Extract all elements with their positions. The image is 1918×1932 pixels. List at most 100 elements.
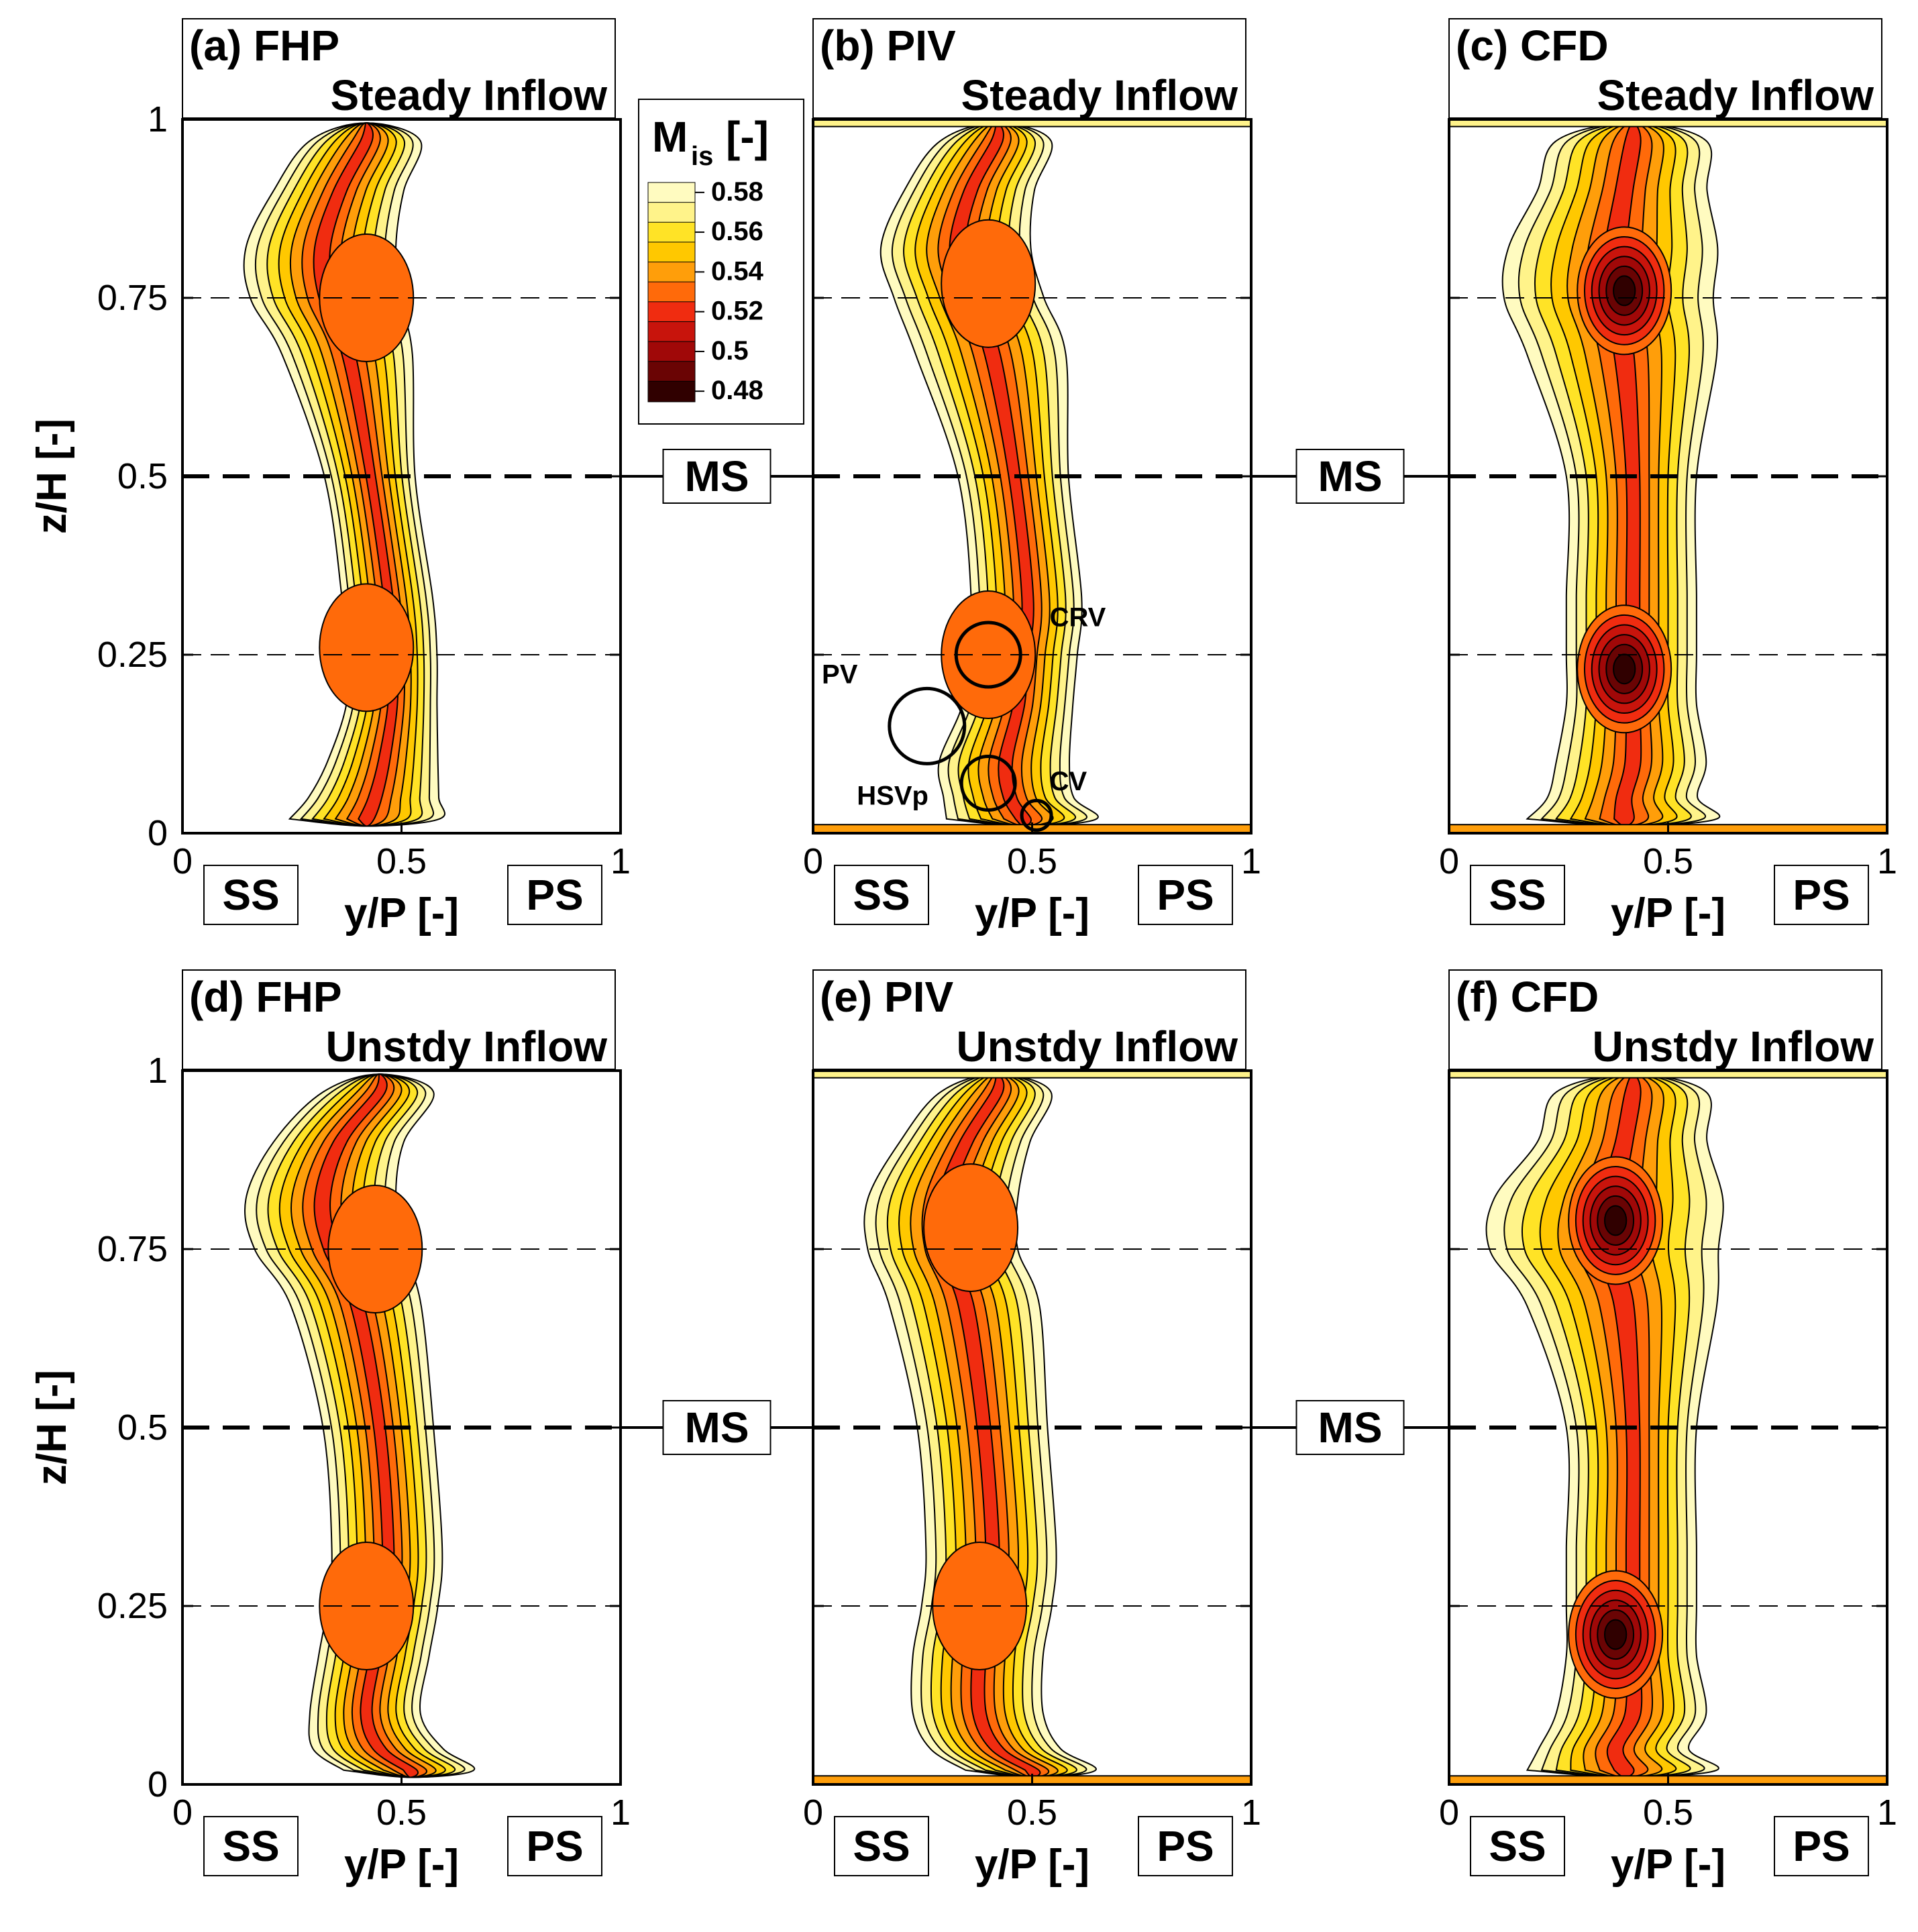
vortex-label-2: HSVp [857,781,928,810]
y-tick-label: 0.25 [97,635,168,675]
ss-box [834,865,929,925]
plot-area [182,1071,621,1784]
x-tick-label: 0 [1439,841,1459,881]
vortex-core-1 [923,1163,1019,1293]
vortex-label-3: CV [1050,767,1087,796]
panel-title-line2: Steady Inflow [961,71,1238,119]
panel-title-line1: (d) FHP [189,973,342,1021]
x-tick-label: 1 [610,1792,631,1833]
panel-title-line1: (a) FHP [189,21,339,70]
plot-area [813,119,1251,833]
panel-title-line2: Unstdy Inflow [1592,1022,1874,1071]
panel-d: 0 0.5 1 0 0.25 0.5 0.75 1 y/P [-] SS PS z/H [-] (d) … [29,969,631,1888]
ss-label: SS [853,1822,910,1870]
vortex-label-0: CRV [1050,602,1106,632]
ms-box [662,449,771,504]
vortex-annotations: CRV PV HSVp CV [822,602,1106,832]
panel-title-box [812,969,1246,1070]
vortex-circle-3 [1020,798,1053,832]
panel-title-box [182,18,616,119]
ps-label: PS [1793,871,1850,919]
ms-box [662,1400,771,1455]
core-contour-5 [941,219,1036,348]
core-contour-10 [1603,1619,1628,1650]
x-tick-label: 0 [1439,1792,1459,1833]
colorbar-swatch-5 [647,281,696,303]
y-tick-label: 1 [148,1051,168,1091]
tip-boundary-layer [1449,119,1887,127]
colorbar-label-2: 0.54 [711,256,764,286]
ps-label: PS [1157,1822,1214,1870]
y-tick-label: 0 [148,1764,168,1805]
ps-box [1774,1816,1869,1876]
panel-a: 0 0.5 1 0 0.25 0.5 0.75 1 y/P [-] SS PS z/H [-] (a) … [29,18,631,936]
ps-label: PS [1793,1822,1850,1870]
ms-label: MS [1318,1403,1383,1452]
panel-title-line1: (c) CFD [1456,21,1609,70]
tip-boundary-layer [813,1071,1251,1079]
ps-box [1138,1816,1233,1876]
x-tick-label: 0 [803,841,823,881]
vortex-circle-1 [888,686,967,765]
x-tick-label: 0 [172,841,193,881]
colorbar-label-1: 0.56 [711,217,763,246]
colorbar-swatch-7 [647,321,696,343]
vortex-core-2 [941,219,1036,348]
vortex-circle-0 [954,621,1022,689]
panel-title-line2: Steady Inflow [1597,71,1874,119]
colorbar-swatch-1 [647,202,696,223]
vortex-core-1 [1568,1156,1664,1285]
ps-box [507,865,602,925]
ps-label: PS [1157,871,1214,919]
ss-label: SS [853,871,910,919]
y-axis-title: z/H [-] [29,419,75,534]
plot-area [1449,1071,1887,1784]
x-tick-label: 1 [610,841,631,881]
x-axis-title: y/P [-] [975,1841,1089,1888]
panel-title-box [1448,969,1882,1070]
x-tick-label: 0.5 [376,841,427,881]
x-tick-label: 0.5 [1007,1792,1057,1833]
panel-title-line1: (b) PIV [820,21,956,70]
panel-title-line1: (f) CFD [1456,973,1599,1021]
core-contour-10 [1613,653,1636,685]
panel-title-box [812,18,1246,119]
colorbar-swatch-3 [647,241,696,264]
plot-area [1449,119,1887,833]
x-tick-label: 0.5 [1007,841,1057,881]
x-tick-label: 0 [172,1792,193,1833]
tip-boundary-layer [1449,1071,1887,1079]
y-tick-label: 0.25 [97,1586,168,1626]
ps-box [507,1816,602,1876]
x-axis-title: y/P [-] [344,1841,459,1888]
x-tick-label: 1 [1877,1792,1897,1833]
panel-title-line1: (e) PIV [820,973,953,1021]
plot-area [182,119,621,833]
colorbar-swatch-4 [647,262,696,283]
x-axis-title: y/P [-] [1611,890,1725,936]
x-tick-label: 0.5 [1643,1792,1693,1833]
ps-box [1138,865,1233,925]
plot-area [813,1071,1251,1784]
vortex-core-0 [319,583,415,712]
colorbar-swatch-8 [647,341,696,363]
colorbar-label-4: 0.5 [711,336,749,366]
x-tick-label: 1 [1241,841,1261,881]
vortex-core-0 [1568,1570,1664,1699]
ps-label: PS [526,1822,583,1870]
ms-box [1295,449,1405,504]
ms-box [1295,1400,1405,1455]
colorbar-swatch-10 [647,380,696,402]
ss-label: SS [222,1822,279,1870]
ss-label: SS [222,871,279,919]
ss-box [203,1816,299,1876]
y-tick-label: 0.5 [117,456,168,496]
colorbar-swatch-2 [647,221,696,244]
colorbar-swatch-0 [647,182,696,204]
ss-box [834,1816,929,1876]
colorbar-title-main: M [652,113,688,161]
core-contour-5 [923,1163,1019,1293]
